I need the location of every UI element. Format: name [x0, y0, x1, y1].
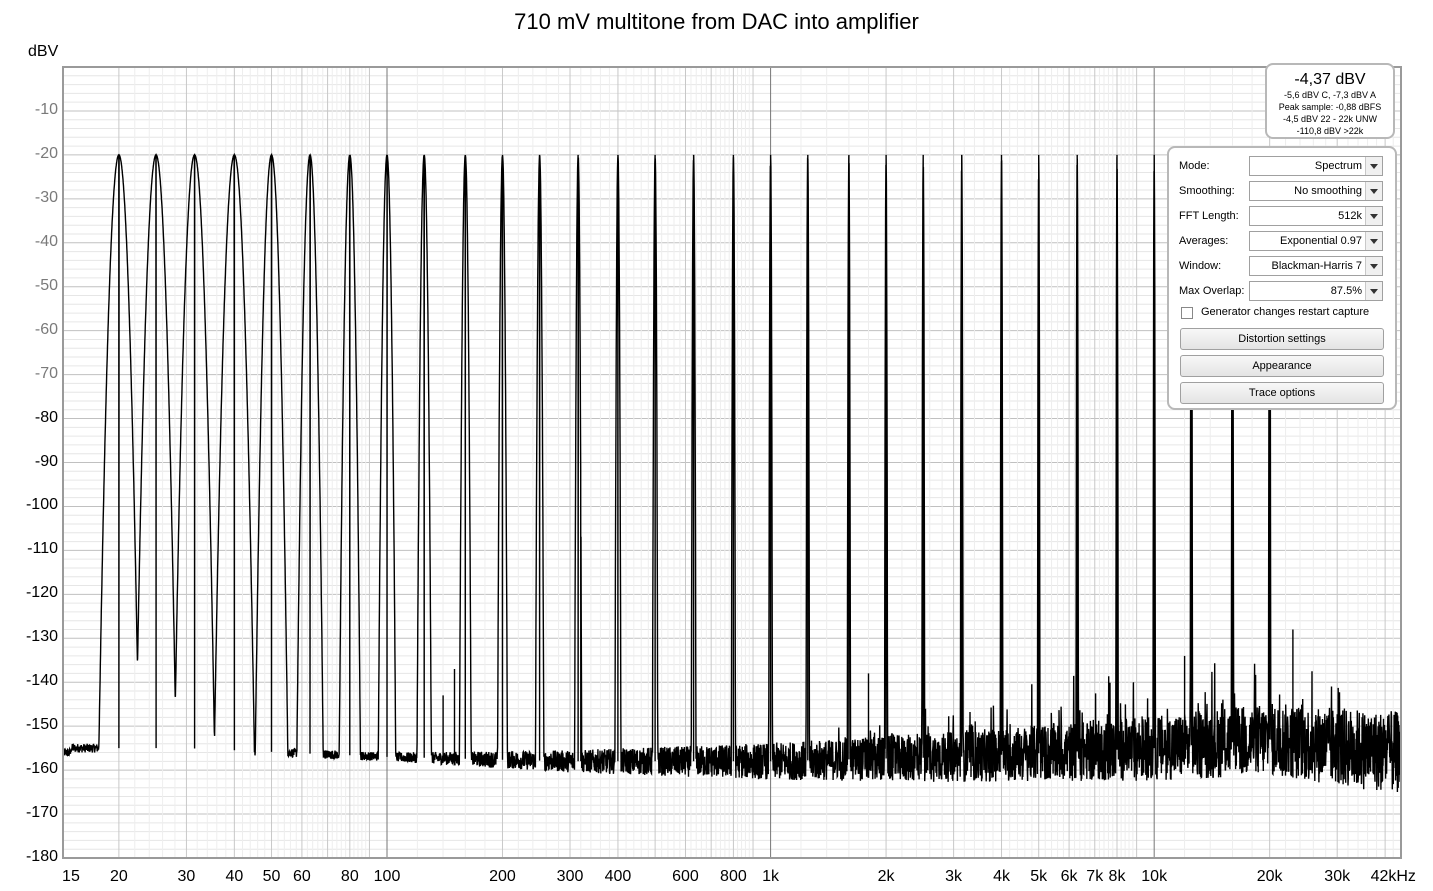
- averages-select[interactable]: Exponential 0.97: [1249, 231, 1383, 251]
- x-tick-label: 30k: [1324, 868, 1351, 885]
- window-row: Window: Blackman-Harris 7: [1179, 256, 1393, 276]
- x-tick-label: 600: [672, 868, 699, 885]
- averages-value: Exponential 0.97: [1280, 235, 1362, 247]
- y-tick-label: -170: [25, 804, 58, 822]
- y-tick-label: -160: [25, 760, 58, 778]
- chevron-down-icon[interactable]: [1365, 157, 1382, 175]
- restart-capture-label: Generator changes restart capture: [1201, 306, 1370, 318]
- y-tick-label: -60: [34, 320, 58, 338]
- mode-value: Spectrum: [1314, 160, 1362, 172]
- y-tick-label: -100: [25, 496, 58, 514]
- window-select[interactable]: Blackman-Harris 7: [1249, 256, 1383, 276]
- y-tick-label: -180: [25, 848, 58, 865]
- checkbox-box[interactable]: [1181, 307, 1193, 319]
- y-tick-label: -20: [34, 144, 58, 162]
- smoothing-label: Smoothing:: [1179, 185, 1235, 197]
- y-tick-label: -120: [25, 584, 58, 602]
- x-tick-label: 3k: [945, 868, 963, 885]
- distortion-settings-button[interactable]: Distortion settings: [1180, 328, 1384, 350]
- window-value: Blackman-Harris 7: [1271, 260, 1362, 272]
- x-tick-label: 80: [340, 868, 359, 885]
- y-tick-label: -90: [34, 452, 58, 470]
- trace-options-button[interactable]: Trace options: [1180, 382, 1384, 404]
- x-tick-label: 20: [109, 868, 128, 885]
- window-label: Window:: [1179, 260, 1222, 272]
- smoothing-select[interactable]: No smoothing: [1249, 181, 1383, 201]
- chart-title: 710 mV multitone from DAC into amplifier: [514, 9, 919, 34]
- x-tick-label: 10k: [1141, 868, 1168, 885]
- y-tick-label: -30: [34, 188, 58, 206]
- readout-line: -5,6 dBV C, -7,3 dBV A: [1283, 90, 1377, 100]
- max-overlap-label: Max Overlap:: [1179, 285, 1245, 297]
- fft-length-select[interactable]: 512k: [1249, 206, 1383, 226]
- x-tick-label: 5k: [1030, 868, 1048, 885]
- x-tick-label: 300: [556, 868, 584, 885]
- readout-main-value: -4,37 dBV: [1294, 71, 1366, 88]
- readout-line: Peak sample: -0,88 dBFS: [1278, 102, 1382, 112]
- chevron-down-icon[interactable]: [1365, 232, 1382, 250]
- smoothing-row: Smoothing: No smoothing: [1179, 181, 1393, 201]
- x-tick-label: 1k: [762, 868, 780, 885]
- fft-length-row: FFT Length: 512k: [1179, 206, 1393, 226]
- y-axis-label: dBV: [28, 43, 59, 60]
- settings-panel: Mode: Spectrum Smoothing: No smoothing F…: [1167, 146, 1397, 410]
- max-overlap-row: Max Overlap: 87.5%: [1179, 281, 1393, 301]
- chevron-down-icon[interactable]: [1365, 257, 1382, 275]
- level-readout: -4,37 dBV -5,6 dBV C, -7,3 dBV A Peak sa…: [1265, 63, 1395, 139]
- fft-length-label: FFT Length:: [1179, 210, 1239, 222]
- readout-line: -4,5 dBV 22 - 22k UNW: [1282, 114, 1378, 124]
- x-tick-label: 50: [262, 868, 281, 885]
- y-tick-label: -110: [27, 540, 58, 558]
- x-tick-label: 6k: [1060, 868, 1078, 885]
- max-overlap-value: 87.5%: [1330, 285, 1362, 297]
- chevron-down-icon[interactable]: [1365, 182, 1382, 200]
- x-tick-label: 4k: [993, 868, 1010, 885]
- y-tick-label: -40: [34, 232, 58, 250]
- x-tick-label: 100: [373, 868, 401, 885]
- x-tick-label: 400: [604, 868, 632, 885]
- readout-line: -110,8 dBV >22k: [1296, 126, 1364, 136]
- mode-select[interactable]: Spectrum: [1249, 156, 1383, 176]
- plot-frame: [62, 66, 1402, 859]
- x-tick-label: 2k: [877, 868, 895, 885]
- y-tick-label: -50: [34, 276, 58, 294]
- averages-label: Averages:: [1179, 235, 1229, 247]
- fft-length-value: 512k: [1338, 210, 1362, 222]
- y-tick-label: -70: [34, 364, 58, 382]
- x-tick-label: 30: [177, 868, 196, 885]
- y-tick-label: -10: [34, 100, 58, 118]
- x-tick-label: 8k: [1108, 868, 1126, 885]
- x-tick-label: 800: [720, 868, 747, 885]
- y-tick-label: -130: [25, 628, 58, 646]
- appearance-button[interactable]: Appearance: [1180, 355, 1384, 377]
- y-tick-label: -150: [25, 716, 58, 734]
- spectrum-trace: [62, 152, 1402, 793]
- chevron-down-icon[interactable]: [1365, 282, 1382, 300]
- x-tick-label: 40: [225, 868, 244, 885]
- x-tick-label: 15: [62, 868, 80, 885]
- y-tick-label: -80: [34, 408, 58, 426]
- x-tick-label: 200: [489, 868, 516, 885]
- chevron-down-icon[interactable]: [1365, 207, 1382, 225]
- x-tick-label: 42kHz: [1370, 868, 1416, 885]
- mode-row: Mode: Spectrum: [1179, 156, 1393, 176]
- max-overlap-select[interactable]: 87.5%: [1249, 281, 1383, 301]
- x-tick-label: 20k: [1256, 868, 1283, 885]
- smoothing-value: No smoothing: [1294, 185, 1362, 197]
- mode-label: Mode:: [1179, 160, 1210, 172]
- x-tick-label: 7k: [1086, 868, 1104, 885]
- y-tick-label: -140: [25, 672, 58, 690]
- averages-row: Averages: Exponential 0.97: [1179, 231, 1393, 251]
- x-tick-label: 60: [292, 868, 311, 885]
